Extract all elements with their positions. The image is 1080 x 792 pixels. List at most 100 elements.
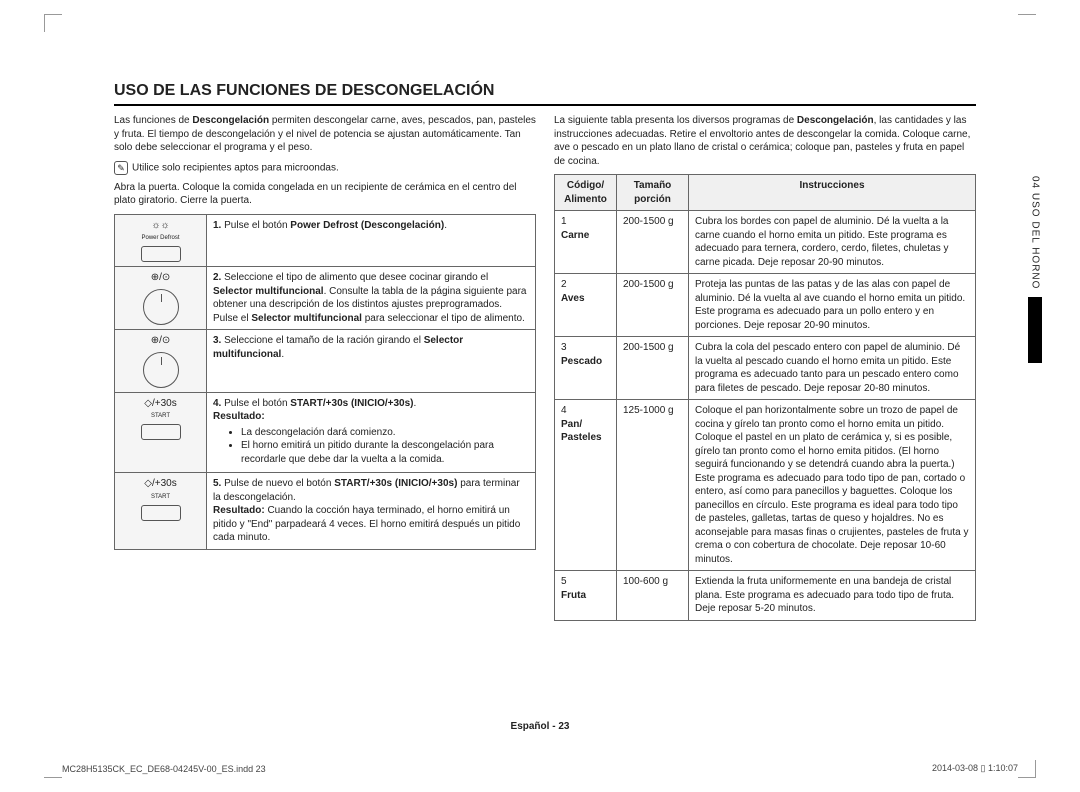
note-text: Utilice solo recipientes aptos para micr… [132,162,339,173]
instruction-cell: Cubra la cola del pescado entero con pap… [689,337,976,400]
step-row: ☼☼Power Defrost1. Pulse el botón Power D… [115,214,536,267]
step-number: 4. [213,398,221,409]
table-row: 3 Pescado 200-1500 gCubra la cola del pesc… [555,337,976,400]
step-symbol-label: Power Defrost [121,234,200,242]
step-row: ◇/+30s START 5. Pulse de nuevo el botón ST… [115,473,536,550]
step-number: 5. [213,478,221,489]
text: La siguiente tabla presenta los diversos… [554,115,797,126]
step-number: 1. [213,220,221,231]
bold: START/+30s (INICIO/+30s) [290,398,413,409]
text: . [444,220,447,231]
footer-lang: Español - [511,721,559,732]
step-number: 3. [213,335,221,346]
size-cell: 200-1500 g [617,337,689,400]
step-number: 2. [213,272,221,283]
bold: Selector multifuncional [213,286,324,297]
step-symbol: ⊕/⊙ [121,271,200,285]
code-cell: 3 Pescado [555,337,617,400]
step-row: ⊕/⊙ 3. Seleccione el tamaño de la ración … [115,330,536,393]
text: Pulse el botón [224,220,290,231]
bold: Power Defrost (Descongelación) [290,220,444,231]
page: USO DE LAS FUNCIONES DE DESCONGELACIÓN L… [44,14,1036,778]
section-title: USO DE LAS FUNCIONES DE DESCONGELACIÓN [114,82,976,106]
header-size: Tamaño porción [617,175,689,211]
text: . [281,349,284,360]
step-icon-cell: ◇/+30s START [115,473,207,550]
steps-table: ☼☼Power Defrost1. Pulse el botón Power D… [114,214,536,550]
result-list: La descongelación dará comienzo.El horno… [241,426,529,467]
step-icon-cell: ⊕/⊙ [115,330,207,393]
button-icon [141,246,181,262]
dial-icon [143,289,179,325]
step-text-cell: 5. Pulse de nuevo el botón START/+30s (I… [207,473,536,550]
step-symbol-label: START [121,493,200,501]
text: Seleccione el tipo de alimento que desee… [224,272,488,283]
step-text-cell: 4. Pulse el botón START/+30s (INICIO/+30… [207,392,536,473]
code-cell: 1Carne [555,211,617,274]
header-code: Código/ Alimento [555,175,617,211]
text: Pulse el botón [224,398,290,409]
code-cell: 4 Pan/ Pasteles [555,400,617,571]
instruction-cell: Proteja las puntas de las patas y de las… [689,274,976,337]
size-cell: 200-1500 g [617,211,689,274]
step-text-cell: 1. Pulse el botón Power Defrost (Descong… [207,214,536,267]
food-name: Carne [561,230,589,241]
list-item: La descongelación dará comienzo. [241,426,529,440]
footer-right: 2014-03-08 ▯ 1:10:07 [932,763,1018,774]
size-cell: 125-1000 g [617,400,689,571]
button-icon [141,424,181,440]
side-tab-marker [1028,297,1042,363]
right-intro: La siguiente tabla presenta los diversos… [554,114,976,168]
size-cell: 200-1500 g [617,274,689,337]
text: Pulse de nuevo el botón [224,478,334,489]
footer-left: MC28H5135CK_EC_DE68-04245V-00_ES.indd 23 [62,764,266,774]
table-header-row: Código/ Alimento Tamaño porción Instrucc… [555,175,976,211]
note-line: ✎ Utilice solo recipientes aptos para mic… [114,161,536,175]
code-number: 4 [561,405,567,416]
step-text-cell: 3. Seleccione el tamaño de la ración gir… [207,330,536,393]
food-name: Pan/ Pasteles [561,419,602,444]
code-number: 5 [561,576,567,587]
food-name: Fruta [561,590,586,601]
side-tab-label: 04 USO DEL HORNO [1030,176,1041,289]
size-cell: 100-600 g [617,571,689,621]
code-number: 3 [561,342,567,353]
code-cell: 5 Fruta [555,571,617,621]
food-name: Pescado [561,356,602,367]
button-icon [141,505,181,521]
dial-icon [143,352,179,388]
result-label: Resultado: [213,411,265,422]
step-text-cell: 2. Seleccione el tipo de alimento que de… [207,267,536,330]
note-icon: ✎ [114,161,128,175]
text: Las funciones de [114,115,192,126]
result-label: Resultado: [213,505,265,516]
side-tab: 04 USO DEL HORNO [1028,176,1042,363]
step-symbol: ☼☼ [121,219,200,233]
step-symbol: ◇/+30s [121,397,200,411]
code-cell: 2 Aves [555,274,617,337]
code-number: 2 [561,279,567,290]
step-row: ◇/+30sSTART 4. Pulse el botón START/+30s … [115,392,536,473]
text: Seleccione el tamaño de la ración girand… [224,335,424,346]
intro-paragraph: Las funciones de Descongelación permiten… [114,114,536,155]
list-item: El horno emitirá un pitido durante la de… [241,439,529,466]
table-row: 4Pan/ Pasteles125-1000 gColoque el pan h… [555,400,976,571]
bold: Descongelación [192,115,269,126]
step-icon-cell: ⊕/⊙ [115,267,207,330]
food-name: Aves [561,293,585,304]
step-icon-cell: ☼☼Power Defrost [115,214,207,267]
table-row: 1Carne200-1500 gCubra los bordes con pap… [555,211,976,274]
bold: Selector multifuncional [251,313,362,324]
footer-center: Español - 23 [44,721,1036,732]
step-symbol: ◇/+30s [121,477,200,491]
two-column-layout: Las funciones de Descongelación permiten… [114,114,976,621]
bold: Descongelación [797,115,874,126]
text: . [414,398,417,409]
bold: START/+30s (INICIO/+30s) [334,478,457,489]
step-row: ⊕/⊙ 2. Seleccione el tipo de alimento que… [115,267,536,330]
step-symbol: ⊕/⊙ [121,334,200,348]
step-symbol-label: START [121,412,200,420]
header-instr: Instrucciones [689,175,976,211]
text: para seleccionar el tipo de alimento. [362,313,525,324]
defrost-table: Código/ Alimento Tamaño porción Instrucc… [554,174,976,621]
